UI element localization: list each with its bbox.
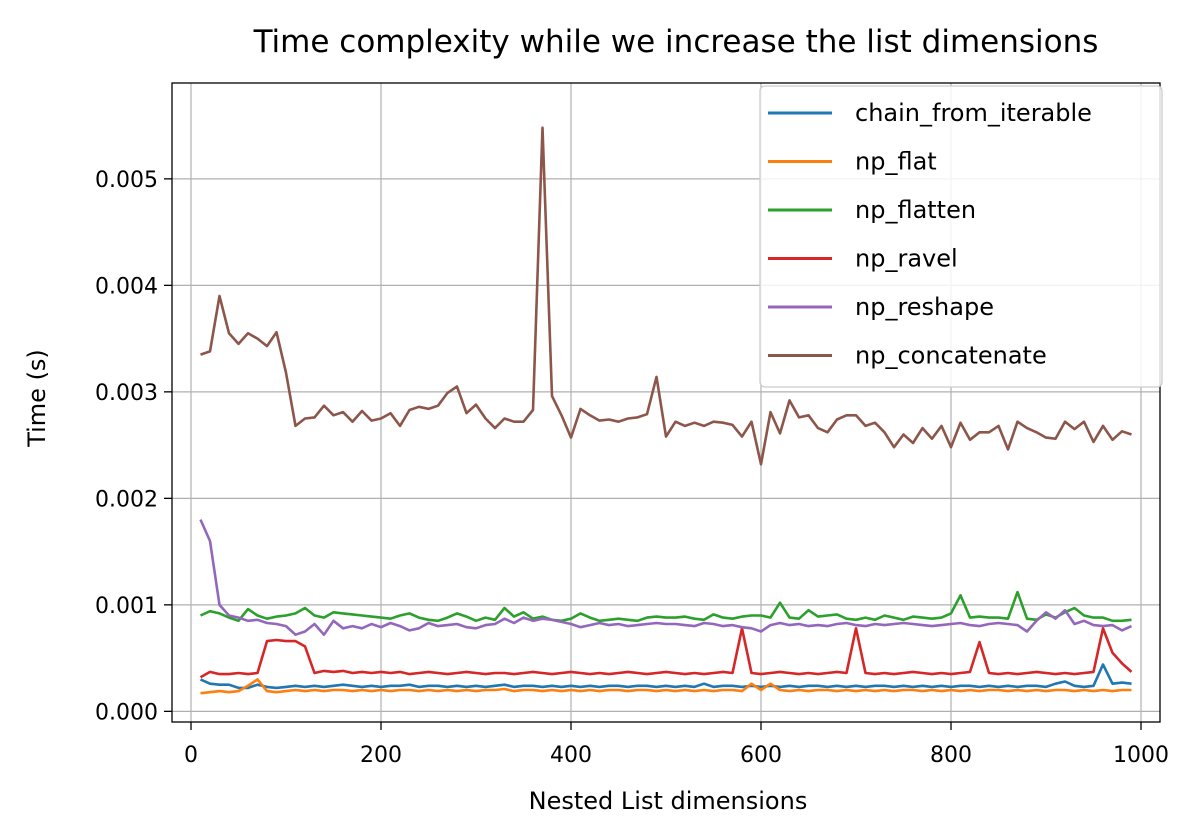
y-tick-label: 0.003 xyxy=(95,381,158,406)
x-tick-label: 200 xyxy=(360,743,402,768)
y-tick-label: 0.004 xyxy=(95,274,158,299)
x-axis-label: Nested List dimensions xyxy=(529,787,808,815)
x-tick-label: 1000 xyxy=(1113,743,1169,768)
axis-ticks: 0 200 400 600 800 1000 0.000 0.001 0.002 0.003 0.0… xyxy=(95,168,1169,768)
legend-label: np_reshape xyxy=(855,293,994,321)
series-line-np-flat xyxy=(200,678,1132,695)
legend: chain_from_iterable np_flat np_flatten np_r… xyxy=(759,85,1163,388)
series-lines xyxy=(199,126,1133,695)
legend-label: np_flat xyxy=(855,148,937,176)
series-line-np-concatenate xyxy=(200,126,1132,466)
legend-box xyxy=(759,85,1163,388)
x-tick-label: 400 xyxy=(550,743,592,768)
legend-label: np_flatten xyxy=(855,196,976,224)
y-tick-label: 0.002 xyxy=(95,487,158,512)
y-tick-label: 0.001 xyxy=(95,594,158,619)
x-tick-label: 600 xyxy=(740,743,782,768)
series-line-np-ravel xyxy=(199,626,1133,679)
legend-label: np_ravel xyxy=(855,245,958,273)
legend-label: chain_from_iterable xyxy=(855,99,1092,127)
series-line-np-flatten xyxy=(199,590,1132,623)
y-tick-label: 0.000 xyxy=(95,700,158,725)
legend-label: np_concatenate xyxy=(855,342,1047,370)
y-tick-label: 0.005 xyxy=(95,168,158,193)
chart-title: Time complexity while we increase the li… xyxy=(253,24,1099,60)
x-tick-label: 800 xyxy=(930,743,972,768)
x-tick-label: 0 xyxy=(184,743,198,768)
plot-frame xyxy=(171,82,1161,723)
y-axis-label: Time (s) xyxy=(23,349,51,448)
series-line-chain-from-iterable xyxy=(199,663,1132,690)
series-line-np-reshape xyxy=(199,519,1133,637)
